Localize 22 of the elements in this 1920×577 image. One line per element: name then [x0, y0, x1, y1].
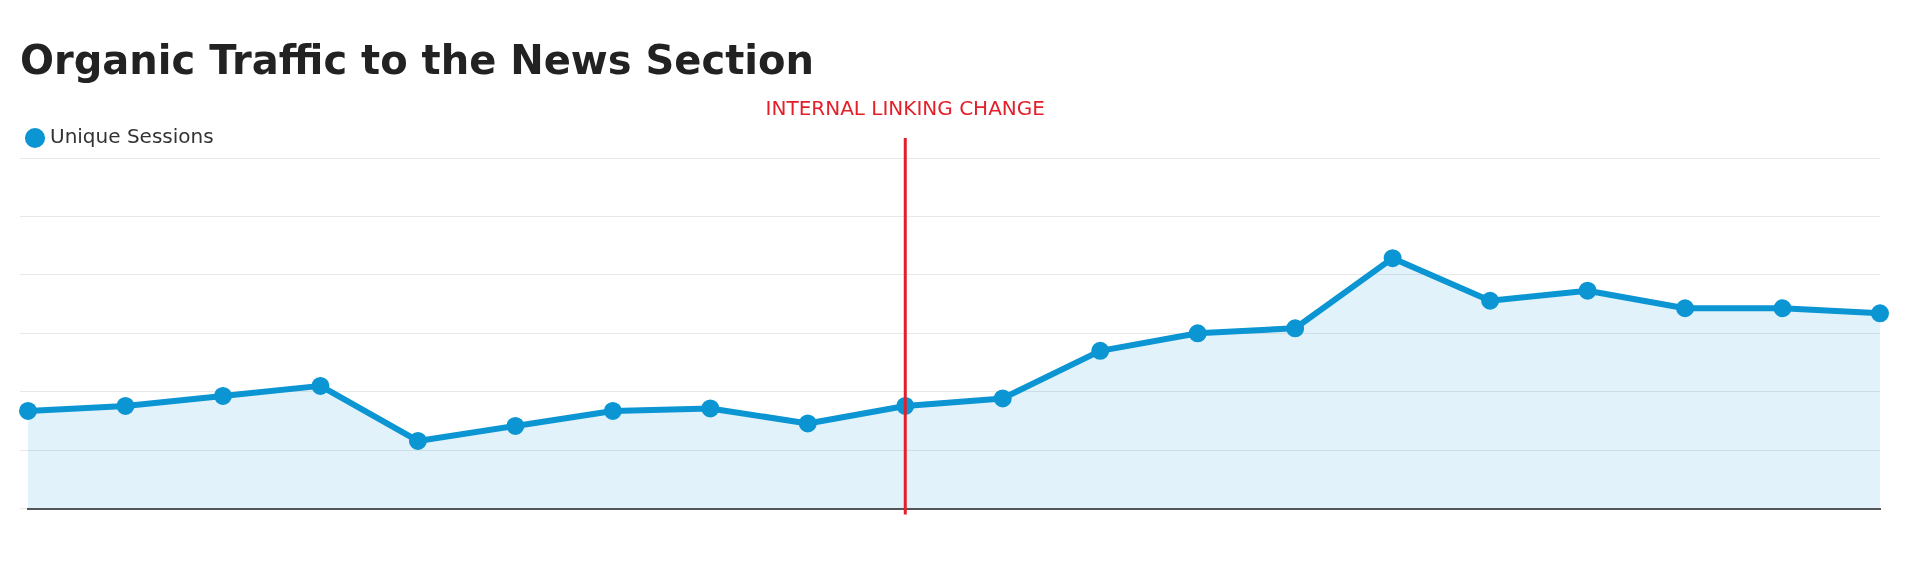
- text: INTERNAL LINKING CHANGE: [765, 96, 1045, 121]
- point: [408, 431, 427, 450]
- point: [993, 389, 1012, 408]
- point: [1578, 281, 1597, 300]
- point: [213, 386, 232, 405]
- point: [1091, 341, 1110, 360]
- point: [798, 414, 817, 433]
- point: [506, 416, 525, 435]
- point: [1773, 299, 1792, 318]
- point: [19, 401, 37, 420]
- point: [603, 401, 622, 420]
- point: [1188, 324, 1207, 343]
- point: [1383, 249, 1402, 268]
- chart-title: Organic Traffic to the News Section: [20, 37, 814, 84]
- legend-label: Unique Sessions: [50, 124, 214, 149]
- point: [116, 396, 135, 415]
- point: [311, 376, 330, 395]
- point: [701, 399, 720, 418]
- point: [1871, 304, 1889, 323]
- point: [1481, 291, 1500, 310]
- point: [1286, 319, 1305, 338]
- point: [1676, 299, 1695, 318]
